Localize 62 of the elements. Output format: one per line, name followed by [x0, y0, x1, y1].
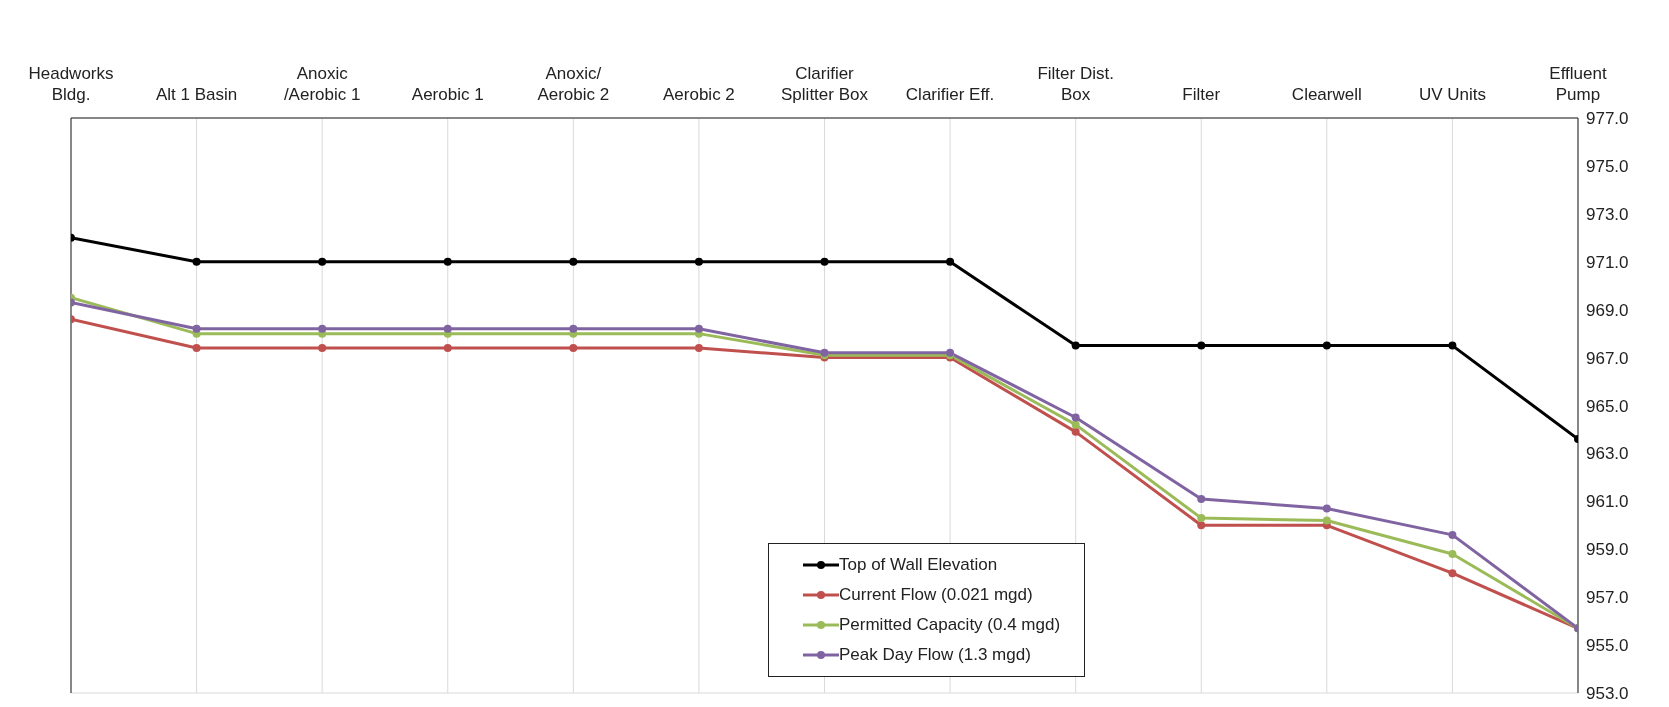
point — [443, 324, 452, 333]
y-tick-label: 961.0 — [1586, 492, 1629, 512]
point — [569, 257, 578, 266]
point — [1071, 420, 1080, 429]
legend-label: Peak Day Flow (1.3 mgd) — [839, 645, 1031, 665]
y-tick-label: 969.0 — [1586, 300, 1629, 320]
point — [443, 257, 452, 266]
y-tick-label: 955.0 — [1586, 636, 1629, 656]
x-tick-label: Effluent Pump — [1549, 64, 1607, 104]
point — [694, 344, 703, 352]
point — [694, 324, 703, 333]
x-tick-label: Filter Dist. Box — [1037, 64, 1114, 104]
point — [1197, 521, 1206, 530]
point — [1197, 514, 1206, 523]
point — [318, 324, 327, 333]
point — [318, 257, 327, 266]
y-tick-label: 957.0 — [1586, 588, 1629, 608]
point — [694, 257, 703, 266]
point — [1448, 530, 1457, 539]
legend-label: Top of Wall Elevation — [839, 555, 998, 575]
legend-label: Current Flow (0.021 mgd) — [839, 585, 1033, 605]
x-tick-label: Clarifier Eff. — [905, 85, 995, 104]
y-tick-label: 973.0 — [1586, 204, 1629, 224]
y-tick-label: 975.0 — [1586, 156, 1629, 176]
point — [192, 257, 201, 266]
x-tick-label: Clarifier Splitter Box — [781, 64, 869, 104]
point — [569, 324, 578, 333]
y-tick-label: 971.0 — [1586, 252, 1629, 272]
point — [1448, 550, 1457, 559]
point — [1322, 341, 1331, 350]
x-tick-label: Aerobic 1 — [411, 85, 484, 104]
x-tick-label: Anoxic/ Aerobic 2 — [537, 64, 610, 104]
point — [1448, 341, 1457, 350]
point — [569, 344, 578, 352]
point — [1322, 504, 1331, 513]
point — [1071, 413, 1080, 422]
point — [443, 344, 452, 352]
point — [1071, 341, 1080, 350]
x-tick-label: UV Units — [1418, 85, 1486, 104]
point — [1197, 494, 1206, 503]
y-tick-label: 977.0 — [1586, 109, 1629, 129]
y-tick-label: 963.0 — [1586, 444, 1629, 464]
x-tick-label: Clearwell — [1291, 85, 1362, 104]
point — [192, 344, 201, 352]
x-tick-label: Headworks Bldg. — [28, 64, 114, 104]
y-tick-label: 959.0 — [1586, 540, 1629, 560]
point — [318, 344, 327, 352]
point — [820, 257, 829, 266]
y-tick-label: 967.0 — [1586, 348, 1629, 368]
point — [1197, 341, 1206, 350]
x-tick-label: Anoxic /Aerobic 1 — [283, 64, 361, 104]
legend-label: Permitted Capacity (0.4 mgd) — [839, 615, 1061, 635]
point — [192, 324, 201, 333]
point — [1322, 516, 1331, 525]
point — [1071, 427, 1080, 436]
y-tick-label: 953.0 — [1586, 684, 1629, 704]
x-tick-label: Aerobic 2 — [663, 85, 735, 104]
x-tick-label: Alt 1 Basin — [155, 85, 238, 104]
point — [946, 257, 955, 266]
point — [1448, 569, 1457, 578]
x-tick-label: Filter — [1182, 85, 1221, 104]
y-tick-label: 965.0 — [1586, 396, 1629, 416]
